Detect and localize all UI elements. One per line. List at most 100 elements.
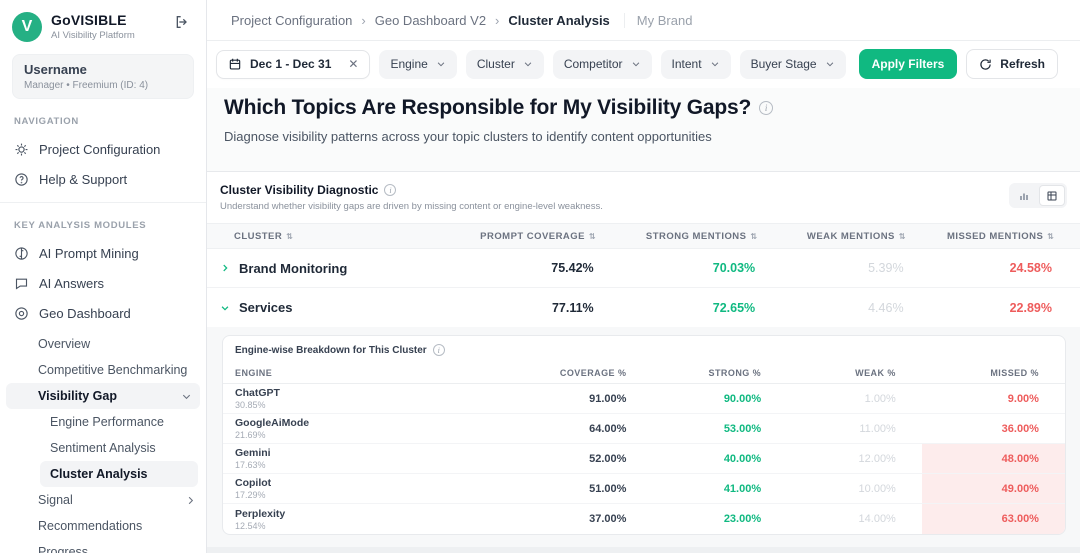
table-row-expanded[interactable]: Services 77.11% 72.65% 4.46% 22.89% — [207, 288, 1080, 327]
filter-bar: Dec 1 - Dec 31 ✕ Engine Cluster Competit… — [207, 41, 1080, 88]
column-header-prompt-coverage[interactable]: PROMPT COVERAGE ⇅ — [480, 230, 595, 242]
sidebar-item-help-support[interactable]: Help & Support — [0, 164, 206, 194]
column-header-missed-mentions[interactable]: MISSED MENTIONS ⇅ — [946, 230, 1054, 242]
buyer-stage-filter-dropdown[interactable]: Buyer Stage — [739, 49, 846, 79]
breadcrumb-item[interactable]: Project Configuration — [231, 12, 353, 28]
navigation-section-label: NAVIGATION — [14, 116, 79, 127]
engine-share: 17.63% — [235, 460, 266, 470]
missed-value: 9.00% — [1007, 392, 1039, 405]
refresh-icon — [979, 58, 992, 71]
brand-tagline: AI Visibility Platform — [51, 30, 135, 41]
breadcrumb-separator: › — [495, 12, 500, 28]
engine-row[interactable]: Perplexity 12.54% 37.00% 23.00% 14.00% 6… — [223, 504, 1065, 534]
gear-icon — [14, 142, 29, 157]
coverage-value: 51.00% — [589, 482, 627, 495]
sidebar-item-visibility-gap[interactable]: Visibility Gap — [6, 383, 200, 409]
coverage-value: 52.00% — [589, 452, 627, 465]
strong-value: 23.00% — [723, 513, 762, 525]
cluster-name: Brand Monitoring — [239, 260, 348, 276]
refresh-label: Refresh — [1000, 57, 1045, 71]
sidebar-item-label: Progress — [38, 545, 89, 553]
dropdown-label: Intent — [671, 57, 702, 71]
column-header-weak-mentions[interactable]: WEAK MENTIONS ⇅ — [806, 230, 906, 242]
breadcrumb-item[interactable]: Geo Dashboard V2 — [374, 12, 487, 28]
sidebar-item-overview[interactable]: Overview — [0, 331, 206, 357]
missed-value: 48.00% — [921, 444, 1065, 473]
engine-table-header-row: ENGINE COVERAGE % STRONG % WEAK % MISSED… — [223, 362, 1065, 384]
coverage-value: 64.00% — [589, 422, 627, 435]
view-toggle — [1009, 183, 1067, 208]
prompt-coverage-value: 75.42% — [551, 261, 594, 275]
chevron-right-icon[interactable] — [220, 263, 230, 273]
page-header: Which Topics Are Responsible for My Visi… — [207, 88, 1080, 172]
missed-mentions-value: 24.58% — [1009, 261, 1052, 275]
engine-breakdown-region: Engine-wise Breakdown for This Cluster i… — [207, 327, 1080, 548]
date-range-value: Dec 1 - Dec 31 — [250, 57, 332, 71]
breadcrumb: Project Configuration › Geo Dashboard V2… — [207, 0, 1080, 41]
date-range-picker[interactable]: Dec 1 - Dec 31 ✕ — [216, 49, 371, 79]
sidebar-item-engine-performance[interactable]: Engine Performance — [0, 409, 206, 435]
chevron-down-icon — [523, 59, 533, 69]
info-icon[interactable]: i — [384, 184, 397, 196]
sidebar-item-sentiment-analysis[interactable]: Sentiment Analysis — [0, 435, 206, 461]
column-header-cluster[interactable]: CLUSTER ⇅ — [234, 230, 293, 242]
logout-icon[interactable] — [172, 12, 192, 32]
engine-filter-dropdown[interactable]: Engine — [379, 49, 457, 79]
breadcrumb-separator: › — [361, 12, 366, 28]
sidebar-item-label: Cluster Analysis — [50, 467, 148, 481]
modules-section-label: KEY ANALYSIS MODULES — [14, 220, 147, 231]
govisible-logo-icon: V — [12, 12, 42, 42]
dropdown-label: Engine — [390, 57, 428, 71]
engine-name: Gemini — [235, 447, 271, 459]
brand-context-label: My Brand — [623, 12, 692, 28]
engine-row[interactable]: ChatGPT 30.85% 91.00% 90.00% 1.00% 9.00% — [223, 384, 1065, 414]
sidebar-item-label: Help & Support — [39, 171, 128, 187]
chevron-down-icon — [436, 59, 446, 69]
cluster-filter-dropdown[interactable]: Cluster — [465, 49, 544, 79]
engine-row[interactable]: Copilot 17.29% 51.00% 41.00% 10.00% 49.0… — [223, 474, 1065, 504]
clear-date-icon[interactable]: ✕ — [348, 57, 359, 71]
user-card[interactable]: Username Manager • Freemium (ID: 4) — [12, 54, 194, 99]
page-subtitle: Diagnose visibility patterns across your… — [224, 129, 712, 144]
sidebar-item-ai-prompt-mining[interactable]: AI Prompt Mining — [0, 238, 206, 268]
sidebar-item-label: Recommendations — [38, 519, 143, 533]
sidebar-item-competitive-benchmarking[interactable]: Competitive Benchmarking — [0, 357, 206, 383]
engine-row[interactable]: Gemini 17.63% 52.00% 40.00% 12.00% 48.00… — [223, 444, 1065, 474]
table-row[interactable]: Brand Monitoring 75.42% 70.03% 5.39% 24.… — [207, 249, 1080, 288]
sidebar-item-signal[interactable]: Signal — [0, 487, 206, 513]
user-name: Username — [24, 62, 87, 77]
user-meta: Manager • Freemium (ID: 4) — [24, 80, 149, 91]
intent-filter-dropdown[interactable]: Intent — [660, 49, 731, 79]
info-icon[interactable]: i — [759, 101, 774, 115]
chart-view-icon[interactable] — [1011, 185, 1037, 206]
competitor-filter-dropdown[interactable]: Competitor — [552, 49, 652, 79]
column-header-strong: STRONG % — [708, 367, 762, 378]
engine-name: Perplexity — [235, 507, 286, 520]
engine-row[interactable]: GoogleAiMode 21.69% 64.00% 53.00% 11.00%… — [223, 414, 1065, 444]
table-view-icon[interactable] — [1039, 185, 1065, 206]
breadcrumb-item-current: Cluster Analysis — [508, 12, 610, 28]
sidebar-item-cluster-analysis[interactable]: Cluster Analysis — [40, 461, 198, 487]
sort-icon: ⇅ — [286, 231, 293, 241]
refresh-button[interactable]: Refresh — [966, 49, 1058, 79]
strong-value: 41.00% — [723, 482, 762, 495]
missed-value: 36.00% — [1001, 422, 1039, 435]
sidebar-item-project-configuration[interactable]: Project Configuration — [0, 134, 206, 164]
chevron-down-icon[interactable] — [220, 303, 230, 313]
card-subtitle: Understand whether visibility gaps are d… — [220, 201, 603, 212]
apply-filters-button[interactable]: Apply Filters — [858, 49, 958, 79]
weak-value: 11.00% — [859, 422, 896, 435]
engine-share: 17.29% — [235, 490, 266, 500]
strong-value: 40.00% — [723, 452, 762, 465]
engine-share: 21.69% — [235, 430, 266, 440]
column-header-strong-mentions[interactable]: STRONG MENTIONS ⇅ — [645, 230, 757, 242]
chevron-down-icon — [181, 391, 192, 402]
sidebar-item-progress[interactable]: Progress — [0, 539, 206, 553]
sidebar-item-label: Sentiment Analysis — [50, 441, 156, 455]
sidebar-item-geo-dashboard[interactable]: Geo Dashboard — [0, 298, 206, 328]
cluster-name: Services — [239, 300, 293, 315]
sidebar-item-recommendations[interactable]: Recommendations — [0, 513, 206, 539]
dropdown-label: Competitor — [563, 57, 623, 71]
info-icon[interactable]: i — [432, 344, 445, 356]
sidebar-item-ai-answers[interactable]: AI Answers — [0, 268, 206, 298]
